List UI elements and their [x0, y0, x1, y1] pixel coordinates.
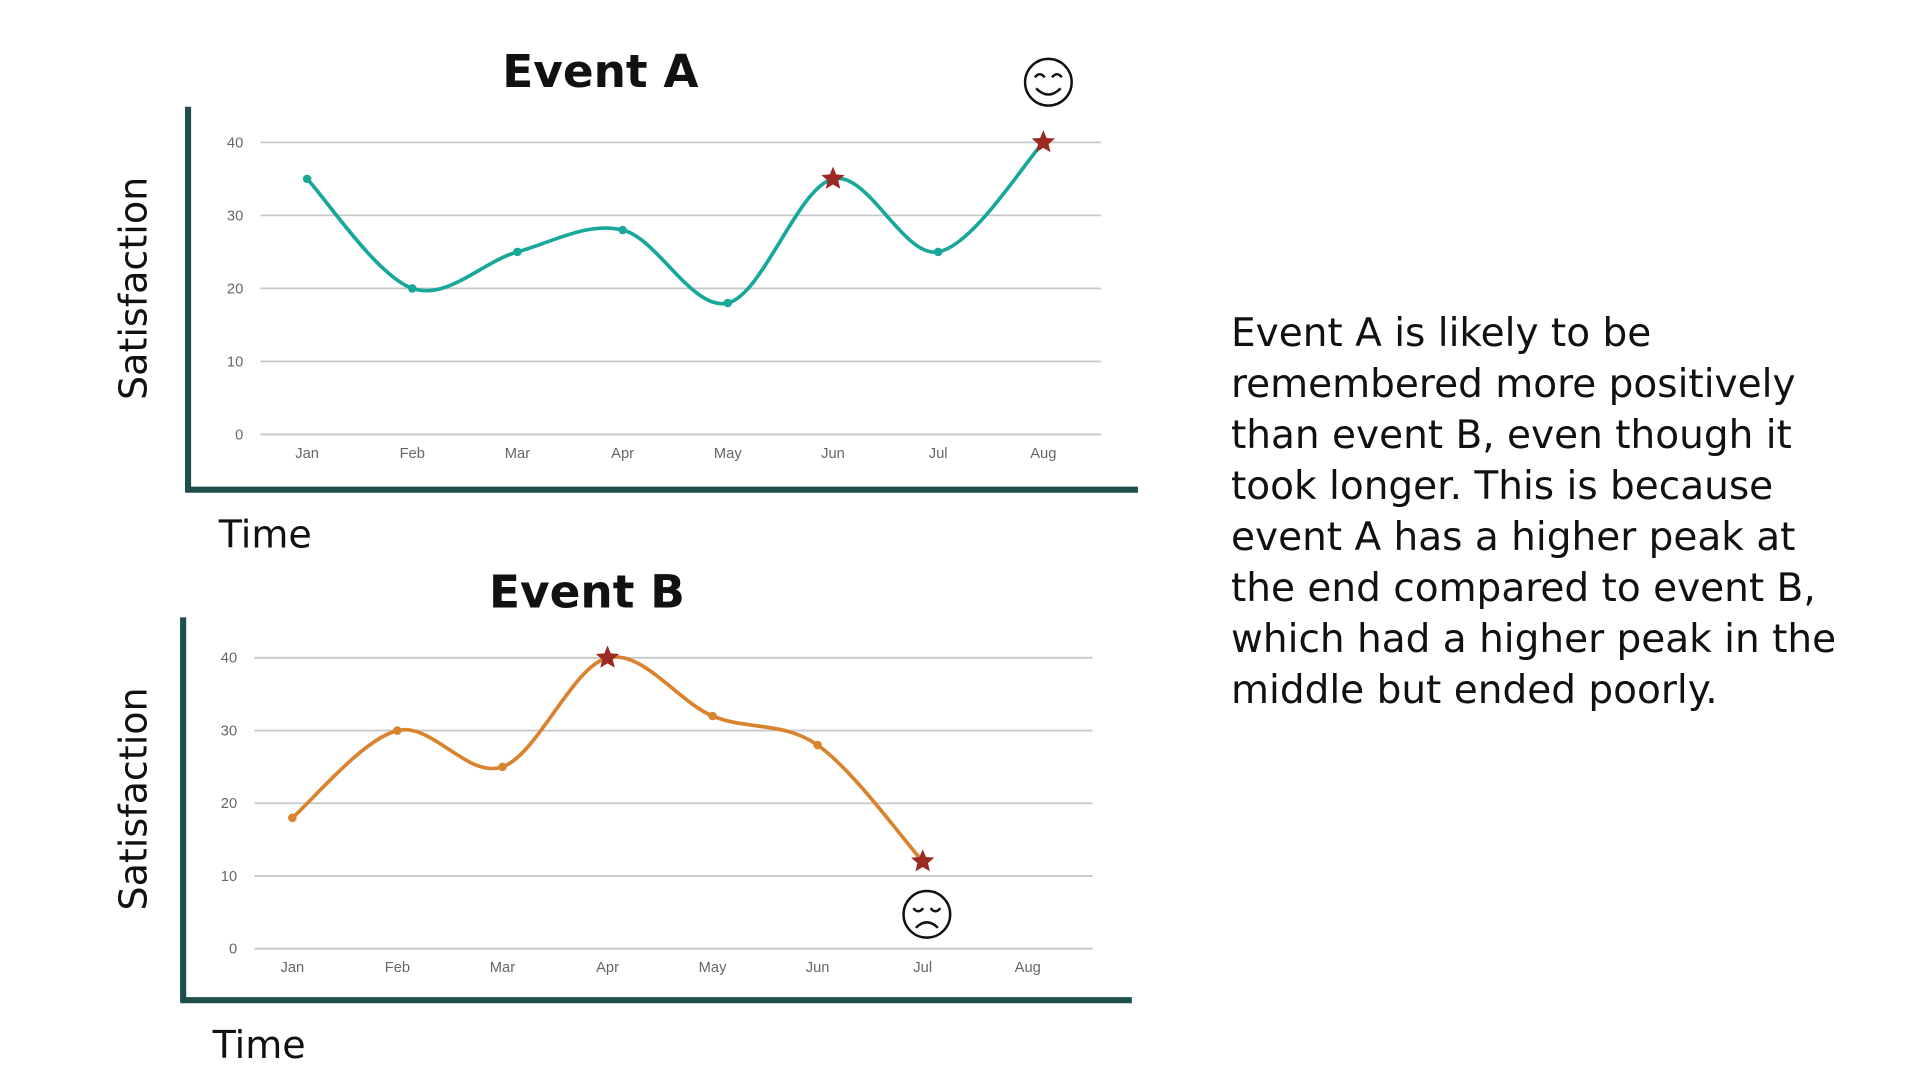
peak-star-marker	[595, 645, 620, 668]
data-point	[813, 740, 822, 750]
x-tick-label: Feb	[400, 446, 425, 462]
data-point	[708, 711, 717, 721]
y-axis-label: Satisfaction	[111, 177, 155, 400]
x-tick-label: Jun	[806, 960, 830, 976]
y-tick-label: 40	[227, 135, 243, 151]
data-point	[498, 762, 507, 772]
chart-title: Event B	[489, 566, 685, 619]
x-axis-label: Time	[218, 512, 312, 556]
face-mouth	[1035, 87, 1062, 96]
peak-star-marker	[1031, 130, 1055, 153]
smiley-face-icon	[1023, 57, 1073, 107]
data-point	[618, 225, 627, 235]
sad-face-icon	[902, 889, 952, 939]
chart-event-a: Event A Satisfaction Time 0 10 20 30 40 Jan Feb Ma…	[111, 45, 1138, 556]
data-point	[513, 247, 522, 257]
x-tick-label: May	[699, 960, 727, 976]
x-tick-label: May	[714, 446, 742, 462]
y-tick-label: 10	[227, 354, 243, 370]
y-tick-label: 30	[227, 208, 243, 224]
y-tick-label: 40	[221, 651, 237, 667]
y-tick-label: 0	[229, 942, 237, 958]
x-tick-label: Feb	[385, 960, 410, 976]
x-tick-label: Jan	[280, 960, 304, 976]
y-tick-label: 20	[221, 796, 237, 812]
y-tick-label: 0	[235, 427, 243, 443]
chart-event-b: Event B Satisfaction Time 0 10 20 30 40 Jan Feb Ma…	[111, 566, 1132, 1067]
series-line	[305, 141, 1045, 306]
chart-title: Event A	[502, 45, 698, 98]
peak-star-marker	[911, 849, 935, 872]
data-point	[407, 284, 417, 293]
x-tick-label: Mar	[490, 960, 515, 976]
x-tick-label: Jun	[821, 446, 845, 462]
y-axis-label: Satisfaction	[111, 687, 155, 910]
data-point	[393, 726, 402, 735]
x-tick-label: Jan	[295, 446, 319, 462]
x-tick-label: Mar	[505, 446, 530, 462]
face-outline	[902, 889, 952, 939]
x-tick-label: Apr	[596, 960, 619, 976]
data-point	[723, 298, 733, 308]
explanation-text: Event A is likely to be remembered more …	[1231, 311, 1837, 713]
face-outline	[1023, 57, 1073, 107]
x-tick-label: Jul	[913, 960, 932, 976]
face-mouth	[914, 921, 939, 929]
x-tick-label: Apr	[611, 446, 634, 462]
face-eyes	[912, 907, 942, 913]
data-point	[933, 247, 943, 257]
x-tick-label: Jul	[929, 446, 948, 462]
peak-star-marker	[821, 166, 845, 189]
y-tick-label: 20	[227, 281, 243, 297]
y-tick-label: 30	[221, 723, 237, 739]
x-axis-label: Time	[212, 1023, 306, 1067]
series-line	[291, 655, 925, 863]
x-tick-label: Aug	[1030, 446, 1056, 462]
data-point	[288, 813, 297, 823]
y-tick-label: 10	[221, 869, 237, 885]
data-point	[302, 174, 312, 184]
face-eyes	[1033, 73, 1063, 79]
x-tick-label: Aug	[1015, 960, 1041, 976]
